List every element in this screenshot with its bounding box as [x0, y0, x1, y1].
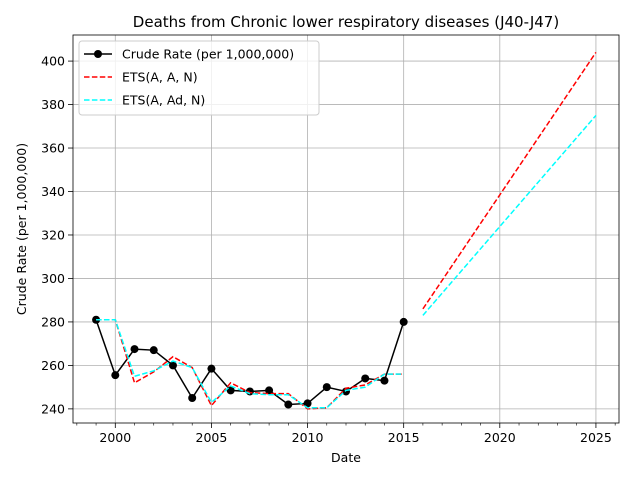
legend-label: Crude Rate (per 1,000,000)	[122, 47, 294, 62]
y-tick-label: 280	[41, 314, 65, 329]
y-tick-label: 360	[41, 141, 65, 156]
y-tick-label: 400	[41, 54, 65, 69]
x-tick-label: 2025	[580, 430, 612, 445]
axis-ticks: 2000 2005 2010 2015 2020 2025 240 260 280 300 320 3…	[41, 54, 616, 445]
y-tick-label: 300	[41, 271, 65, 286]
data-point	[361, 374, 370, 383]
x-tick-label: 2010	[292, 430, 324, 445]
y-tick-label: 260	[41, 358, 65, 373]
legend: Crude Rate (per 1,000,000) ETS(A, A, N) ET…	[78, 40, 320, 116]
series-line-1	[96, 319, 404, 410]
data-point	[322, 383, 331, 392]
x-tick-label: 2020	[484, 430, 516, 445]
data-point	[207, 364, 216, 373]
y-tick-label: 340	[41, 184, 65, 199]
legend-box	[78, 40, 320, 116]
y-tick-label: 320	[41, 227, 65, 242]
y-axis-label: Crude Rate (per 1,000,000)	[14, 143, 29, 315]
legend-label: ETS(A, A, N)	[122, 70, 198, 85]
data-point	[399, 317, 408, 326]
data-point	[188, 394, 197, 403]
series-line-4	[422, 114, 597, 316]
data-point	[265, 386, 274, 395]
series-line-3	[96, 319, 404, 409]
data-point	[303, 399, 312, 408]
legend-label: ETS(A, Ad, N)	[122, 93, 205, 108]
series-line-2	[422, 51, 597, 310]
x-tick-label: 2005	[196, 430, 228, 445]
data-point	[168, 361, 177, 370]
data-point	[284, 400, 293, 409]
x-tick-label: 2000	[99, 430, 131, 445]
grid-lines	[73, 35, 619, 423]
y-tick-label: 240	[41, 401, 65, 416]
y-tick-label: 380	[41, 97, 65, 112]
data-point	[149, 346, 158, 355]
series-layer	[92, 51, 597, 410]
x-tick-label: 2015	[388, 430, 420, 445]
data-point	[380, 376, 389, 385]
x-axis-label: Date	[331, 450, 361, 465]
data-point	[111, 371, 120, 380]
chart-title: Deaths from Chronic lower respiratory di…	[133, 13, 559, 31]
data-point	[130, 345, 139, 354]
legend-marker	[94, 50, 102, 58]
